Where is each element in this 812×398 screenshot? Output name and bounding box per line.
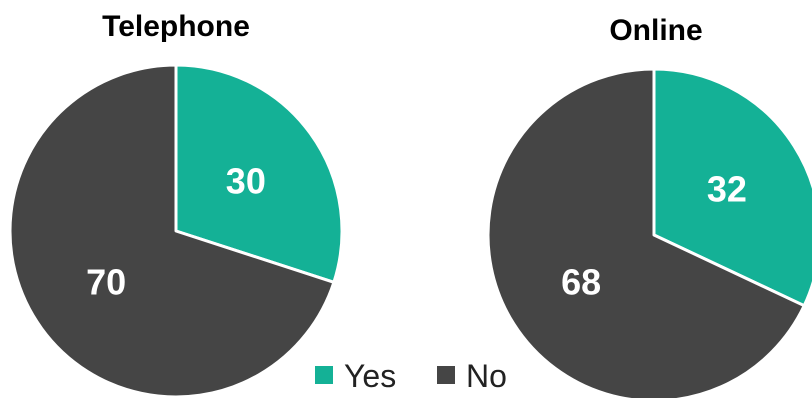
chart-title: Telephone <box>102 10 250 43</box>
pie-slice-yes <box>652 67 812 308</box>
pie-slice-no <box>8 63 336 398</box>
legend: Yes No <box>315 358 507 394</box>
pie-chart-online: Online 32 68 <box>486 14 812 398</box>
data-label-yes: 32 <box>707 169 747 210</box>
data-label-yes: 30 <box>226 160 266 201</box>
pie-slice-no <box>486 67 806 398</box>
legend-label-no: No <box>466 358 507 394</box>
data-label-no: 70 <box>86 262 126 303</box>
legend-swatch-yes <box>315 366 333 384</box>
pie-slices: 30 70 <box>8 63 344 398</box>
data-label-no: 68 <box>561 261 601 302</box>
legend-swatch-no <box>437 366 455 384</box>
legend-label-yes: Yes <box>344 358 396 394</box>
pie-slices: 32 68 <box>486 67 812 398</box>
pie-slice-yes <box>174 63 344 284</box>
pie-chart-telephone: Telephone 30 70 <box>8 10 344 398</box>
chart-title: Online <box>609 14 702 47</box>
